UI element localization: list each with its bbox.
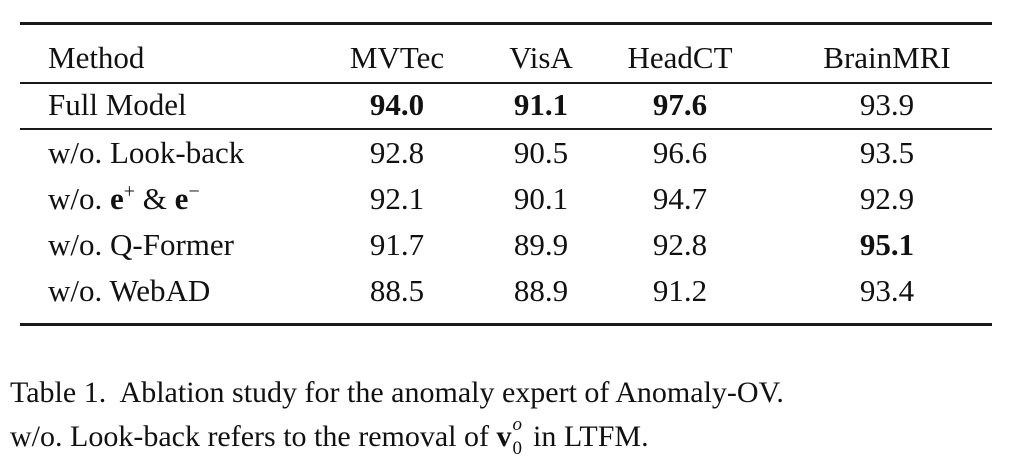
caption-line-2: w/o. Look-back refers to the removal of … [10,414,649,459]
value-cell: 95.1 [859,227,915,262]
value-cell: 90.5 [513,135,569,170]
bottom-rule [20,323,992,326]
value-cell: 89.9 [513,227,569,262]
method-cell: w/o. WebAD [48,273,211,308]
method-cell: Full Model [48,87,187,122]
table-row: w/o. Q-Former 91.7 89.9 92.8 95.1 [0,222,1024,268]
header-mvtec: MVTec [349,40,445,75]
value-cell: 91.2 [652,273,708,308]
method-cell: w/o. e+ & e− [48,180,200,216]
method-cell: w/o. Look-back [48,135,245,170]
value-cell: 92.8 [652,227,708,262]
caption-line-1: Table 1. Ablation study for the anomaly … [10,376,784,409]
value-cell: 96.6 [652,135,708,170]
value-cell: 94.7 [652,181,708,216]
header-brainmri: BrainMRI [823,40,951,75]
value-cell: 92.1 [369,181,425,216]
table-row: w/o. e+ & e− 92.1 90.1 94.7 92.9 [0,176,1024,222]
value-cell: 92.8 [369,135,425,170]
header-row: Method MVTec VisA HeadCT BrainMRI [0,35,1024,81]
value-cell: 93.9 [859,87,915,122]
top-rule [20,22,992,25]
value-cell: 97.6 [652,87,708,122]
table-row: Full Model 94.0 91.1 97.6 93.9 [0,82,1024,128]
value-cell: 93.4 [859,273,915,308]
table-row: w/o. WebAD 88.5 88.9 91.2 93.4 [0,268,1024,314]
value-cell: 91.7 [369,227,425,262]
value-cell: 90.1 [513,181,569,216]
value-cell: 93.5 [859,135,915,170]
table-row: w/o. Look-back 92.8 90.5 96.6 93.5 [0,130,1024,176]
method-cell: w/o. Q-Former [48,227,234,262]
value-cell: 88.5 [369,273,425,308]
header-method: Method [48,40,145,75]
header-visa: VisA [509,40,573,75]
header-rule [20,82,992,84]
row-rule [20,128,992,130]
value-cell: 91.1 [513,87,569,122]
value-cell: 94.0 [369,87,425,122]
value-cell: 88.9 [513,273,569,308]
value-cell: 92.9 [859,181,915,216]
header-headct: HeadCT [627,40,733,75]
